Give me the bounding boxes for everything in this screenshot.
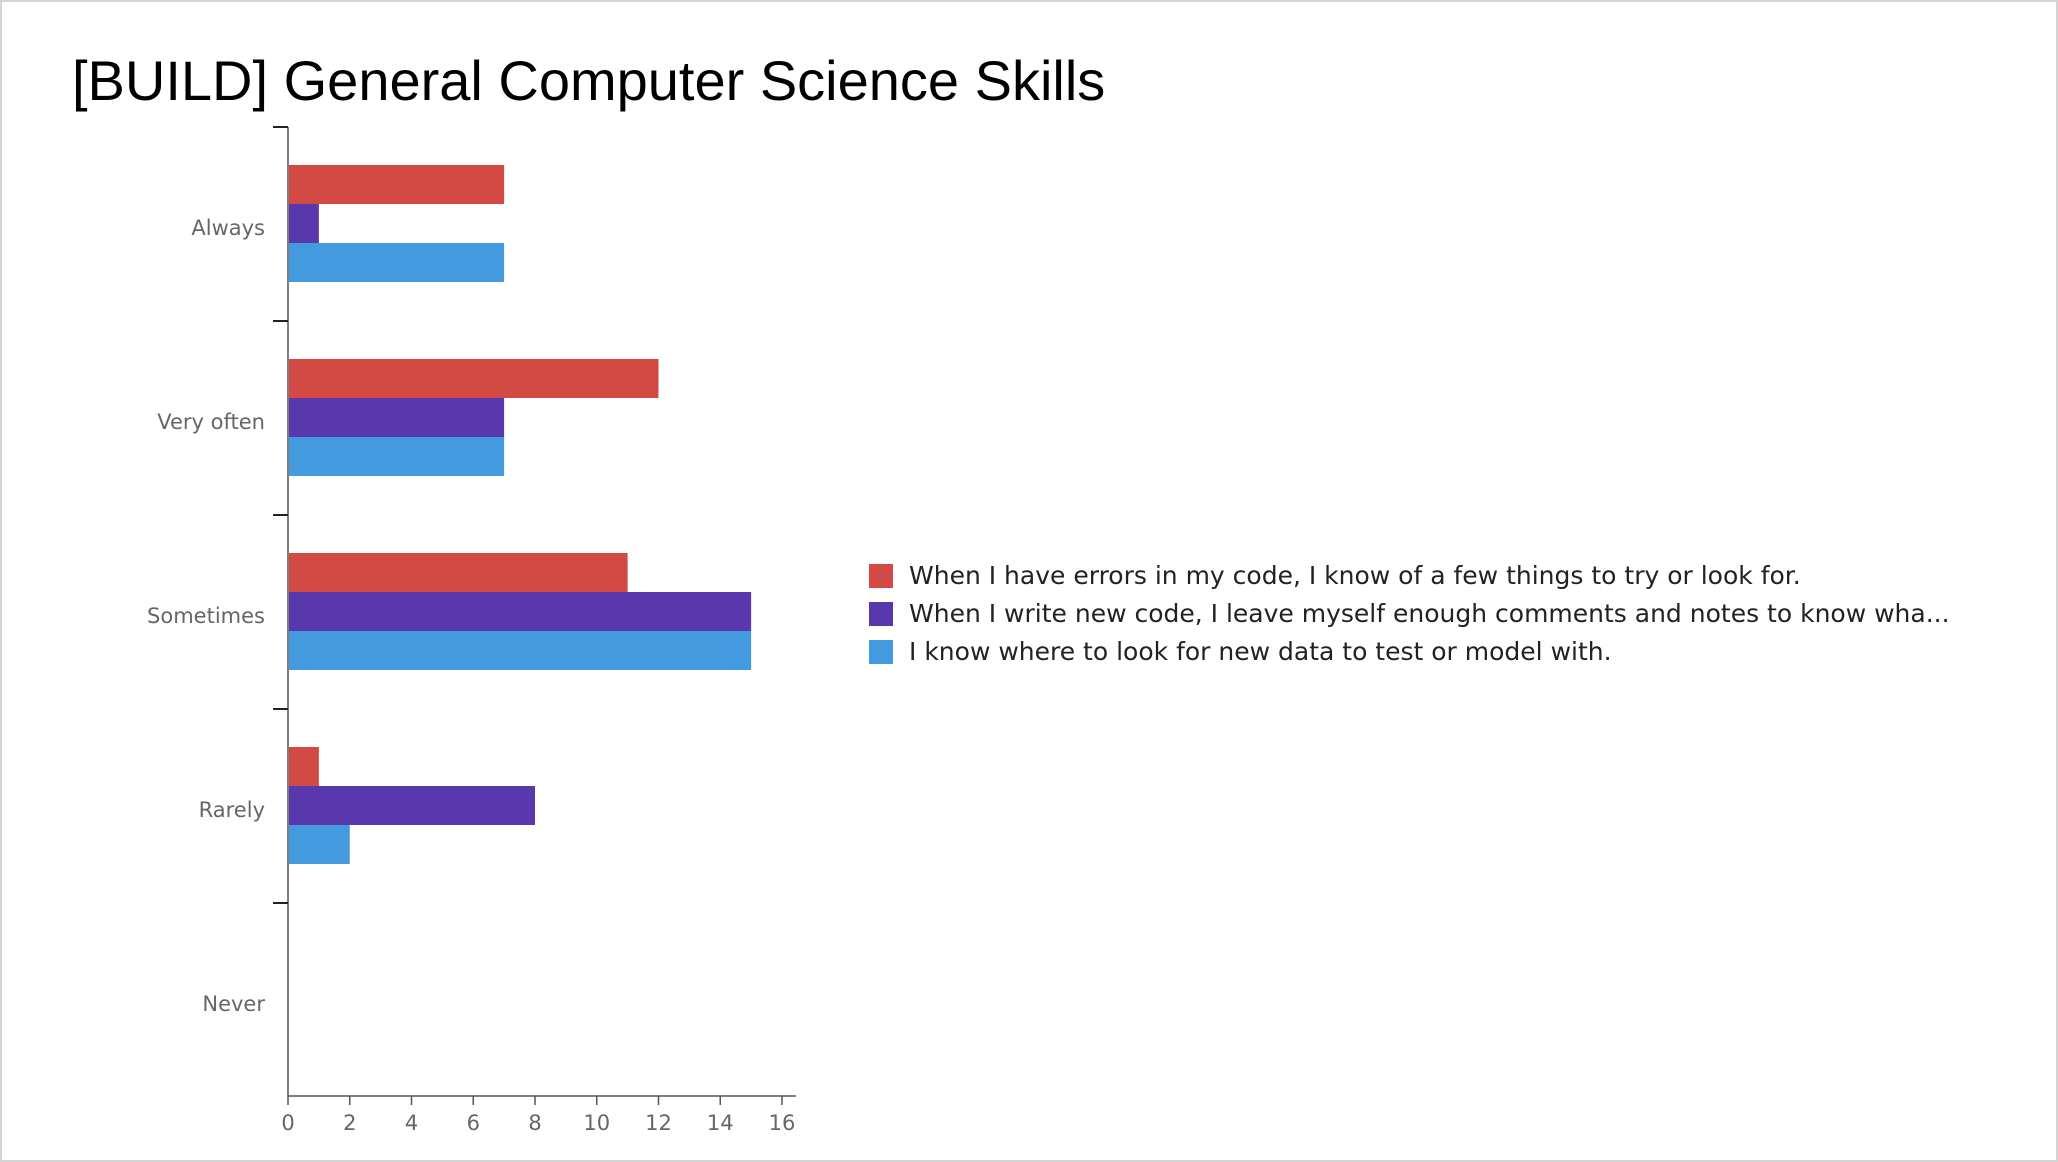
axis-layer <box>273 126 796 1105</box>
y-tick-label: Sometimes <box>147 604 265 628</box>
bar-series-3-rarely <box>289 825 350 864</box>
bar-series-2-rarely <box>289 786 535 825</box>
bar-series-1-very-often <box>289 359 659 398</box>
bar-series-2-always <box>289 204 319 243</box>
legend-swatch-2 <box>869 602 893 626</box>
legend-label-2: When I write new code, I leave myself en… <box>909 599 1950 628</box>
y-tick-label: Rarely <box>199 798 265 822</box>
legend-swatch-1 <box>869 564 893 588</box>
bar-series-3-always <box>289 243 505 282</box>
bar-series-1-rarely <box>289 747 319 786</box>
slide-title: [BUILD] General Computer Science Skills <box>72 49 1106 112</box>
legend-layer: When I have errors in my code, I know of… <box>869 561 1950 666</box>
x-tick-label: 0 <box>281 1111 294 1135</box>
x-tick-label: 16 <box>769 1111 796 1135</box>
bar-series-1-always <box>289 165 505 204</box>
bar-series-2-very-often <box>289 398 505 437</box>
bar-series-3-sometimes <box>289 631 752 670</box>
x-tick-label: 12 <box>645 1111 672 1135</box>
x-tick-label: 4 <box>405 1111 418 1135</box>
x-tick-label: 10 <box>583 1111 610 1135</box>
x-tick-label: 14 <box>707 1111 734 1135</box>
y-tick-label: Never <box>202 992 265 1016</box>
bar-series-3-very-often <box>289 437 505 476</box>
y-tick-label: Always <box>191 216 265 240</box>
y-tick-label: Very often <box>157 410 265 434</box>
bar-series-1-sometimes <box>289 553 628 592</box>
bar-series-2-sometimes <box>289 592 752 631</box>
legend-label-1: When I have errors in my code, I know of… <box>909 561 1801 590</box>
labels-layer: Always Very often Sometimes Rarely Never 0 2 4 6… <box>147 216 795 1135</box>
legend-label-3: I know where to look for new data to tes… <box>909 637 1612 666</box>
bars-layer <box>289 165 752 864</box>
x-tick-label: 2 <box>343 1111 356 1135</box>
legend-swatch-3 <box>869 640 893 664</box>
x-tick-label: 8 <box>528 1111 541 1135</box>
x-tick-label: 6 <box>467 1111 480 1135</box>
